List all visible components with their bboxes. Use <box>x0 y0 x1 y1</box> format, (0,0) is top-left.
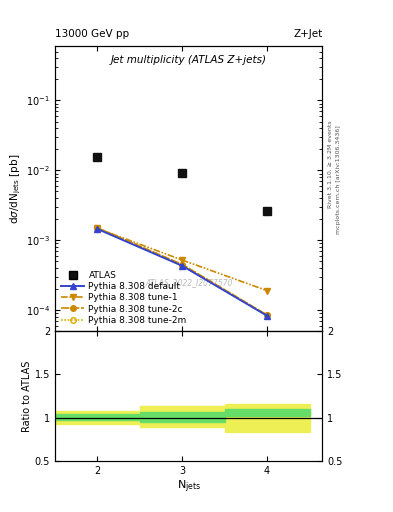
Text: 13000 GeV pp: 13000 GeV pp <box>55 29 129 39</box>
Pythia 8.308 tune-1 <box>265 288 270 294</box>
Y-axis label: d$\sigma$/dN$_\mathrm{jets}$ [pb]: d$\sigma$/dN$_\mathrm{jets}$ [pb] <box>9 154 23 224</box>
Text: ATLAS_2022_I2077570: ATLAS_2022_I2077570 <box>145 278 232 287</box>
Bar <box>55 414 140 420</box>
Pythia 8.308 tune-1 <box>180 257 185 263</box>
Bar <box>225 404 310 432</box>
Bar <box>225 409 310 416</box>
Text: mcplots.cern.ch [arXiv:1306.3436]: mcplots.cern.ch [arXiv:1306.3436] <box>336 125 341 233</box>
ATLAS <box>265 208 270 215</box>
Pythia 8.308 default <box>265 313 270 319</box>
X-axis label: N$_\mathrm{jets}$: N$_\mathrm{jets}$ <box>176 478 201 495</box>
Bar <box>55 411 140 423</box>
Pythia 8.308 tune-2m <box>95 225 100 231</box>
Line: Pythia 8.308 tune-1: Pythia 8.308 tune-1 <box>94 225 270 294</box>
Text: Jet multiplicity (ATLAS Z+jets): Jet multiplicity (ATLAS Z+jets) <box>111 55 266 65</box>
Y-axis label: Ratio to ATLAS: Ratio to ATLAS <box>22 360 32 432</box>
Bar <box>140 412 225 422</box>
ATLAS <box>180 170 185 176</box>
Pythia 8.308 tune-2c <box>95 225 100 231</box>
ATLAS <box>95 154 100 160</box>
Pythia 8.308 default <box>95 226 100 232</box>
Pythia 8.308 tune-2m <box>180 262 185 268</box>
Text: Z+Jet: Z+Jet <box>293 29 322 39</box>
Line: Pythia 8.308 tune-2c: Pythia 8.308 tune-2c <box>95 225 270 318</box>
Line: ATLAS: ATLAS <box>94 153 271 215</box>
Pythia 8.308 tune-1 <box>95 225 100 231</box>
Pythia 8.308 tune-2c <box>180 262 185 268</box>
Pythia 8.308 tune-2c <box>265 312 270 318</box>
Line: Pythia 8.308 tune-2m: Pythia 8.308 tune-2m <box>95 225 270 318</box>
Pythia 8.308 tune-2m <box>265 312 270 318</box>
Line: Pythia 8.308 default: Pythia 8.308 default <box>94 226 270 319</box>
Text: Rivet 3.1.10, ≥ 3.2M events: Rivet 3.1.10, ≥ 3.2M events <box>328 120 333 208</box>
Pythia 8.308 default <box>180 263 185 269</box>
Bar <box>140 407 225 427</box>
Legend: ATLAS, Pythia 8.308 default, Pythia 8.308 tune-1, Pythia 8.308 tune-2c, Pythia 8: ATLAS, Pythia 8.308 default, Pythia 8.30… <box>59 269 189 327</box>
